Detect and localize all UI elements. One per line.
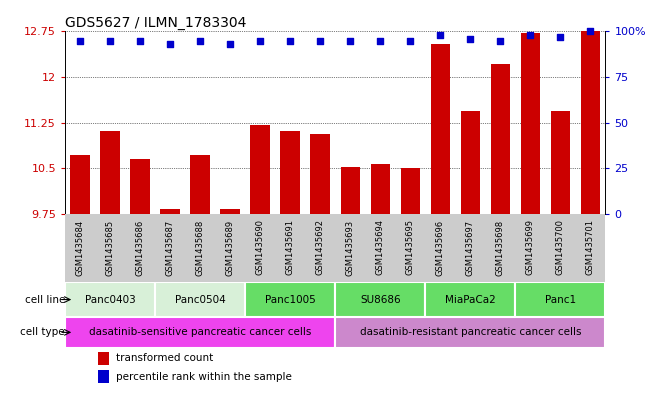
Bar — [98, 370, 109, 383]
Text: SU8686: SU8686 — [360, 295, 400, 305]
Text: MiaPaCa2: MiaPaCa2 — [445, 295, 495, 305]
Bar — [130, 159, 150, 214]
Text: GSM1435692: GSM1435692 — [316, 219, 325, 275]
Text: Panc0403: Panc0403 — [85, 295, 135, 305]
Bar — [221, 209, 240, 214]
Text: GSM1435684: GSM1435684 — [76, 219, 85, 275]
Text: dasatinib-sensitive pancreatic cancer cells: dasatinib-sensitive pancreatic cancer ce… — [89, 327, 311, 337]
Text: GSM1435700: GSM1435700 — [556, 219, 565, 275]
Bar — [311, 134, 330, 214]
Text: GSM1435688: GSM1435688 — [196, 219, 204, 276]
Bar — [65, 317, 335, 348]
Point — [435, 32, 445, 38]
Point — [315, 37, 326, 44]
Bar — [491, 64, 510, 214]
Bar — [335, 283, 425, 317]
Point — [255, 37, 266, 44]
Bar — [251, 125, 270, 214]
Point — [225, 41, 236, 48]
Text: transformed count: transformed count — [117, 353, 214, 363]
Text: cell type: cell type — [20, 327, 65, 337]
Bar — [516, 283, 605, 317]
Text: GSM1435701: GSM1435701 — [586, 219, 595, 275]
Point — [135, 37, 145, 44]
Bar — [160, 209, 180, 214]
Text: percentile rank within the sample: percentile rank within the sample — [117, 372, 292, 382]
Bar — [430, 44, 450, 214]
Point — [465, 36, 475, 42]
Bar — [70, 155, 90, 214]
Text: GSM1435694: GSM1435694 — [376, 219, 385, 275]
Point — [555, 34, 566, 40]
Text: Panc1: Panc1 — [545, 295, 576, 305]
Bar — [245, 283, 335, 317]
Bar — [335, 317, 605, 348]
Point — [105, 37, 115, 44]
Bar — [98, 352, 109, 365]
Text: GSM1435687: GSM1435687 — [165, 219, 174, 276]
Text: GSM1435696: GSM1435696 — [436, 219, 445, 275]
Bar — [340, 167, 360, 214]
Bar — [281, 130, 300, 214]
Text: Panc1005: Panc1005 — [265, 295, 316, 305]
Text: GSM1435697: GSM1435697 — [466, 219, 475, 275]
Point — [525, 32, 536, 38]
Point — [495, 37, 506, 44]
Text: GSM1435691: GSM1435691 — [286, 219, 295, 275]
Point — [285, 37, 296, 44]
Point — [375, 37, 385, 44]
Bar — [155, 283, 245, 317]
Text: GSM1435690: GSM1435690 — [256, 219, 265, 275]
Bar — [581, 31, 600, 214]
Bar — [370, 164, 390, 214]
Bar — [191, 155, 210, 214]
Point — [345, 37, 355, 44]
Text: GSM1435686: GSM1435686 — [135, 219, 145, 276]
Text: GSM1435685: GSM1435685 — [105, 219, 115, 275]
Bar — [65, 283, 155, 317]
Text: Panc0504: Panc0504 — [175, 295, 225, 305]
Bar — [521, 33, 540, 214]
Text: GSM1435698: GSM1435698 — [496, 219, 505, 275]
Point — [405, 37, 415, 44]
Bar — [461, 110, 480, 214]
Text: GSM1435689: GSM1435689 — [226, 219, 235, 275]
Text: GSM1435695: GSM1435695 — [406, 219, 415, 275]
Point — [75, 37, 85, 44]
Point — [585, 28, 596, 35]
Text: GSM1435699: GSM1435699 — [526, 219, 535, 275]
Text: GDS5627 / ILMN_1783304: GDS5627 / ILMN_1783304 — [65, 17, 247, 30]
Bar — [100, 130, 120, 214]
Bar — [551, 110, 570, 214]
Text: cell line: cell line — [25, 295, 65, 305]
Point — [165, 41, 175, 48]
Bar — [400, 168, 420, 214]
Text: dasatinib-resistant pancreatic cancer cells: dasatinib-resistant pancreatic cancer ce… — [359, 327, 581, 337]
Point — [195, 37, 206, 44]
Bar — [425, 283, 516, 317]
Text: GSM1435693: GSM1435693 — [346, 219, 355, 275]
